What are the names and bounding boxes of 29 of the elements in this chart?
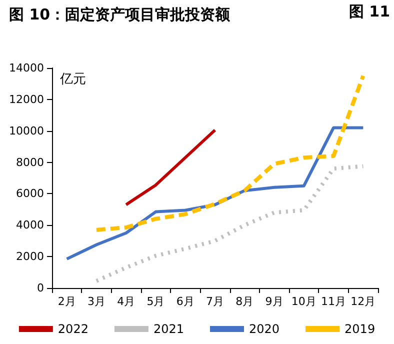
legend-label: 2021 [153, 322, 184, 336]
x-tick-label: 11月 [321, 295, 346, 308]
x-tick-label: 7月 [206, 295, 224, 308]
x-tick-label: 9月 [265, 295, 284, 308]
x-tick-label: 4月 [117, 295, 136, 308]
legend-label: 2020 [249, 322, 280, 336]
y-tick-label: 4000 [16, 218, 44, 232]
x-tick-label: 12月 [350, 295, 376, 308]
line-series [94, 164, 366, 283]
x-tick-label: 2月 [58, 295, 76, 308]
y-tick-label: 0 [37, 282, 44, 294]
legend-label: 2019 [344, 322, 376, 336]
x-tick-label: 6月 [176, 295, 194, 308]
x-tick-label: 8月 [236, 295, 254, 308]
y-tick-label: 12000 [9, 92, 44, 106]
y-axis-title: 亿元 [59, 72, 86, 87]
line-series [124, 128, 216, 206]
y-tick-label: 10000 [9, 124, 44, 138]
y-tick-label: 14000 [9, 62, 44, 74]
x-tick-label: 5月 [146, 295, 165, 308]
y-tick-label: 8000 [16, 156, 44, 169]
caption: 图 11 [348, 2, 390, 20]
x-tick-label: 10月 [291, 295, 316, 308]
chart-title: 图 10：固定资产项目审批投资额 [9, 6, 232, 24]
legend-label: 2022 [58, 322, 88, 336]
y-tick-label: 2000 [16, 250, 44, 264]
line-series [94, 74, 366, 232]
x-tick-label: 3月 [87, 295, 106, 308]
y-tick-label: 6000 [16, 187, 44, 200]
